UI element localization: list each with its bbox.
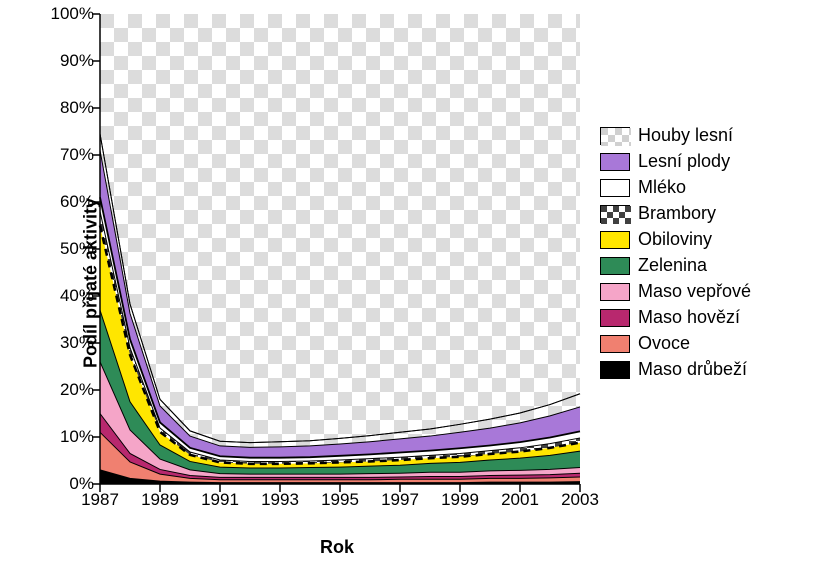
legend-label: Maso hovězí xyxy=(638,307,740,328)
legend-swatch xyxy=(600,127,630,145)
legend-swatch xyxy=(600,309,630,327)
legend-item: Brambory xyxy=(600,203,751,224)
legend: Houby lesní Lesní plody Mléko Brambory Obilo… xyxy=(600,120,751,385)
x-tick-label: 1987 xyxy=(81,484,119,510)
legend-label: Mléko xyxy=(638,177,686,198)
x-tick-label: 2001 xyxy=(501,484,539,510)
legend-swatch xyxy=(600,335,630,353)
legend-swatch xyxy=(600,283,630,301)
y-tick-label: 100% xyxy=(51,4,100,24)
legend-label: Lesní plody xyxy=(638,151,730,172)
y-tick-label: 10% xyxy=(60,427,100,447)
legend-item: Lesní plody xyxy=(600,151,751,172)
y-tick-label: 30% xyxy=(60,333,100,353)
x-tick-label: 2003 xyxy=(561,484,599,510)
legend-item: Maso hovězí xyxy=(600,307,751,328)
y-tick-label: 90% xyxy=(60,51,100,71)
chart-container: Podíl přijaté aktivity Rok 0%10%20%30%40… xyxy=(0,0,813,566)
legend-label: Houby lesní xyxy=(638,125,733,146)
legend-item: Zelenina xyxy=(600,255,751,276)
legend-swatch xyxy=(600,153,630,171)
legend-label: Zelenina xyxy=(638,255,707,276)
legend-swatch xyxy=(600,205,630,223)
legend-swatch xyxy=(600,179,630,197)
legend-label: Maso drůbeží xyxy=(638,359,747,380)
legend-label: Maso vepřové xyxy=(638,281,751,302)
legend-label: Obiloviny xyxy=(638,229,712,250)
legend-label: Brambory xyxy=(638,203,716,224)
x-tick-label: 1999 xyxy=(441,484,479,510)
legend-swatch xyxy=(600,257,630,275)
y-tick-label: 50% xyxy=(60,239,100,259)
x-tick-label: 1995 xyxy=(321,484,359,510)
x-tick-label: 1993 xyxy=(261,484,299,510)
legend-item: Ovoce xyxy=(600,333,751,354)
legend-item: Houby lesní xyxy=(600,125,751,146)
legend-item: Obiloviny xyxy=(600,229,751,250)
legend-label: Ovoce xyxy=(638,333,690,354)
legend-item: Maso vepřové xyxy=(600,281,751,302)
x-tick-label: 1989 xyxy=(141,484,179,510)
y-tick-label: 40% xyxy=(60,286,100,306)
legend-item: Mléko xyxy=(600,177,751,198)
x-tick-label: 1991 xyxy=(201,484,239,510)
x-tick-label: 1997 xyxy=(381,484,419,510)
y-tick-label: 60% xyxy=(60,192,100,212)
x-axis-label: Rok xyxy=(320,537,354,558)
y-tick-label: 20% xyxy=(60,380,100,400)
y-tick-label: 80% xyxy=(60,98,100,118)
legend-item: Maso drůbeží xyxy=(600,359,751,380)
legend-swatch xyxy=(600,231,630,249)
legend-swatch xyxy=(600,361,630,379)
plot-area: 0%10%20%30%40%50%60%70%80%90%100% 198719… xyxy=(100,14,580,484)
y-tick-label: 70% xyxy=(60,145,100,165)
plot-svg xyxy=(100,14,580,484)
